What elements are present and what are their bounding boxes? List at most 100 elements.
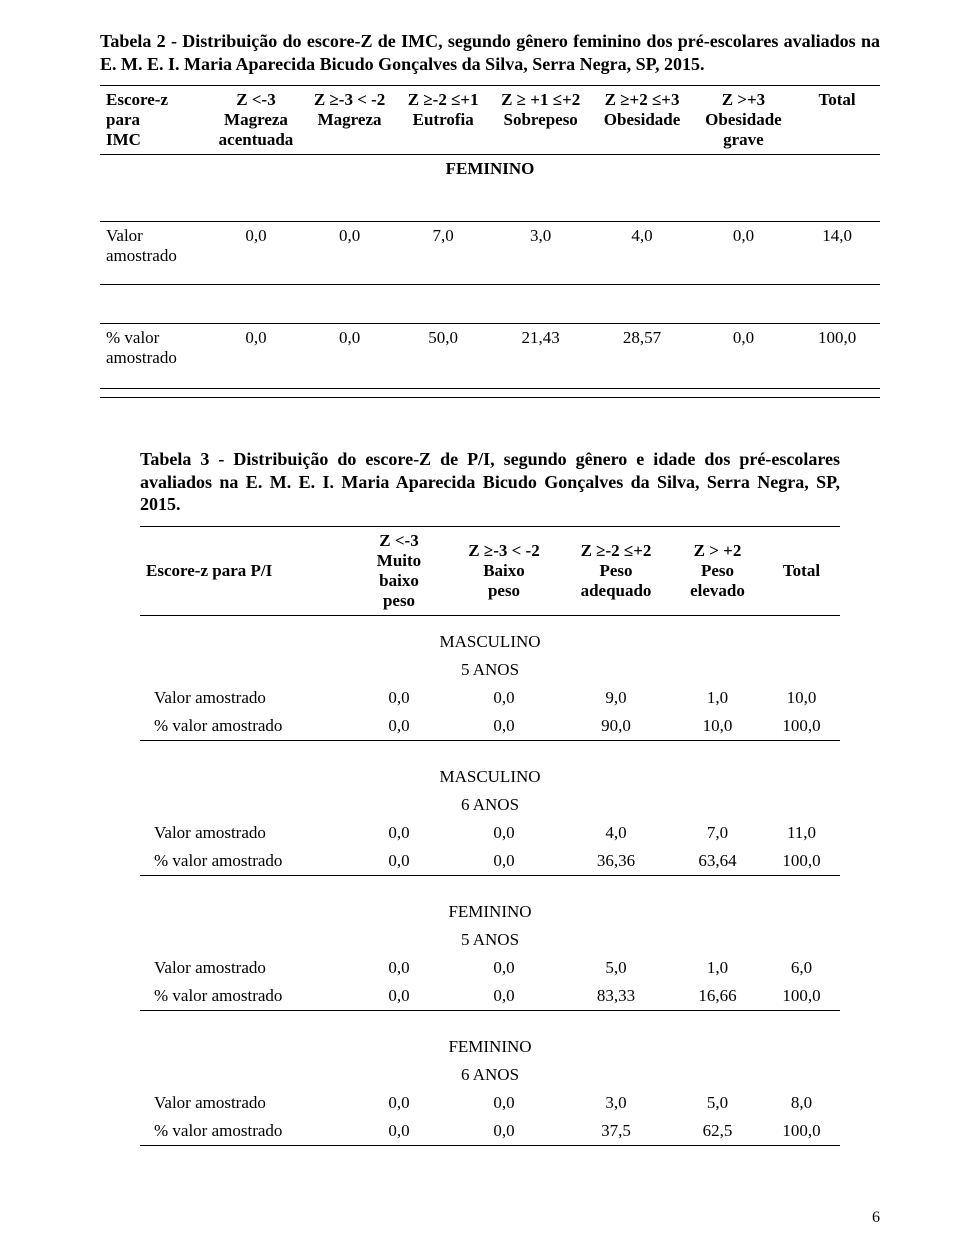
cell-value: 0,0 [350,954,448,982]
t3-h3c: adequado [581,581,652,600]
cell-value: 100,0 [763,712,840,741]
t2-h1a: Z <-3 [236,90,275,109]
t2-h0b: IMC [106,130,141,149]
cell-value: 90,0 [560,712,672,741]
cell-value: 9,0 [560,684,672,712]
cell-value: 11,0 [763,819,840,847]
cell-value: 6,0 [763,954,840,982]
t2-h6a: Z >+3 [722,90,765,109]
t2-r1-v0: 0,0 [209,222,303,271]
table-row: % valor amostrado0,00,083,3316,66100,0 [140,982,840,1011]
row-label: % valor amostrado [140,847,350,876]
cell-value: 0,0 [448,982,560,1011]
cell-value: 62,5 [672,1117,763,1146]
cell-value: 5,0 [672,1089,763,1117]
t2-h4a: Z ≥ +1 ≤+2 [501,90,580,109]
t2-r2-v5: 0,0 [693,324,794,373]
cell-value: 10,0 [672,712,763,741]
cell-value: 0,0 [448,954,560,982]
group-subtitle: 6 ANOS [140,1061,840,1089]
cell-value: 10,0 [763,684,840,712]
group-title: MASCULINO [140,628,840,656]
table-row: % valor amostrado0,00,037,562,5100,0 [140,1117,840,1146]
table3-caption: Tabela 3 - Distribuição do escore-Z de P… [140,448,840,516]
cell-value: 0,0 [350,982,448,1011]
cell-value: 5,0 [560,954,672,982]
cell-value: 0,0 [350,847,448,876]
cell-value: 83,33 [560,982,672,1011]
t2-h6b: Obesidade [705,110,782,129]
t2-r1-lb: amostrado [106,246,177,265]
cell-value: 0,0 [350,712,448,741]
t2-h3b: Eutrofia [413,110,474,129]
cell-value: 8,0 [763,1089,840,1117]
t2-section: FEMININO [446,159,535,178]
t2-r1-v1: 0,0 [303,222,397,271]
t3-h1a: Z <-3 [379,531,418,550]
table-row: % valor amostrado 0,0 0,0 50,0 21,43 28,… [100,324,880,373]
t2-h5b: Obesidade [604,110,681,129]
row-label: Valor amostrado [140,819,350,847]
cell-value: 63,64 [672,847,763,876]
cell-value: 4,0 [560,819,672,847]
group-subtitle: 6 ANOS [140,791,840,819]
t2-h0a: Escore-z para [106,90,168,129]
row-label: Valor amostrado [140,684,350,712]
t2-r2-v3: 21,43 [490,324,591,373]
cell-value: 0,0 [448,819,560,847]
row-label: % valor amostrado [140,982,350,1011]
table-row: Valor amostrado0,00,03,05,08,0 [140,1089,840,1117]
cell-value: 1,0 [672,684,763,712]
table-row: Valor amostrado0,00,05,01,06,0 [140,954,840,982]
t3-h2a: Z ≥-3 < -2 [468,541,539,560]
cell-value: 0,0 [448,1089,560,1117]
row-label: Valor amostrado [140,1089,350,1117]
cell-value: 3,0 [560,1089,672,1117]
t2-h1b: Magreza [224,110,288,129]
cell-value: 0,0 [448,712,560,741]
cell-value: 0,0 [448,847,560,876]
table2-caption: Tabela 2 - Distribuição do escore-Z de I… [100,30,880,75]
cell-value: 37,5 [560,1117,672,1146]
t2-h7: Total [818,90,855,109]
group-title: MASCULINO [140,763,840,791]
row-label: Valor amostrado [140,954,350,982]
t3-h3b: Peso [599,561,632,580]
t3-h1c: baixo [379,571,419,590]
t3-h2c: peso [488,581,520,600]
t2-r2-v2: 50,0 [396,324,490,373]
cell-value: 16,66 [672,982,763,1011]
table-row: % valor amostrado0,00,036,3663,64100,0 [140,847,840,876]
cell-value: 100,0 [763,1117,840,1146]
t2-r1-v2: 7,0 [396,222,490,271]
t2-r2-v4: 28,57 [591,324,692,373]
cell-value: 100,0 [763,847,840,876]
cell-value: 0,0 [448,1117,560,1146]
t3-h3a: Z ≥-2 ≤+2 [581,541,652,560]
row-label: % valor amostrado [140,1117,350,1146]
cell-value: 0,0 [350,819,448,847]
t2-h3a: Z ≥-2 ≤+1 [408,90,479,109]
t2-h5a: Z ≥+2 ≤+3 [605,90,680,109]
cell-value: 1,0 [672,954,763,982]
t2-r2-la: % valor [106,328,159,347]
cell-value: 0,0 [350,1089,448,1117]
cell-value: 0,0 [350,684,448,712]
t2-r1-v6: 14,0 [794,222,880,271]
t3-h2b: Baixo [483,561,525,580]
page-number: 6 [872,1209,880,1227]
cell-value: 7,0 [672,819,763,847]
group-subtitle: 5 ANOS [140,656,840,684]
t3-h5: Total [783,561,820,580]
table-row: Valor amostrado0,00,09,01,010,0 [140,684,840,712]
t3-h4b: Peso [701,561,734,580]
cell-value: 0,0 [448,684,560,712]
t2-h1c: acentuada [219,130,294,149]
group-title: FEMININO [140,1033,840,1061]
t2-h2b: Magreza [318,110,382,129]
table-row: Valor amostrado0,00,04,07,011,0 [140,819,840,847]
t3-h1d: peso [383,591,415,610]
t2-r2-v6: 100,0 [794,324,880,373]
t2-h6c: grave [723,130,764,149]
t2-h4b: Sobrepeso [504,110,578,129]
